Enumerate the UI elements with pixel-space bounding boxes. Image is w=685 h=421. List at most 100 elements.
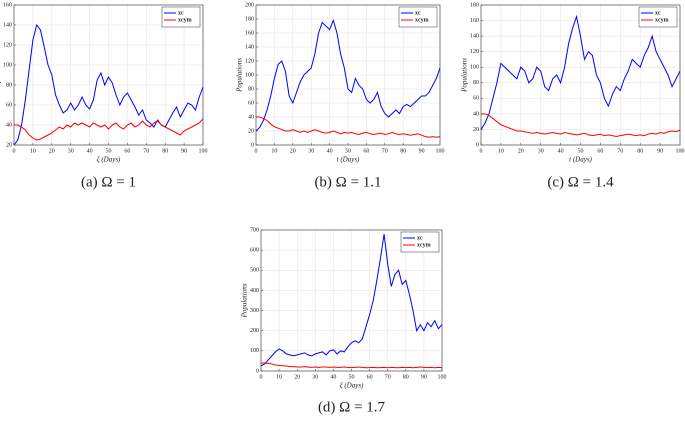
x-tick-label: 70 <box>385 374 391 380</box>
y-tick-label: 140 <box>3 22 12 28</box>
x-tick-label: 20 <box>518 148 524 154</box>
x-tick-label: 50 <box>349 374 355 380</box>
y-tick-label: 180 <box>470 2 479 8</box>
x-tick-label: 100 <box>438 374 447 380</box>
x-tick-label: 100 <box>199 148 208 154</box>
chart: 0 100 200 300 400 500 600 700 0 10 20 30 40 50 60 70 80 9… <box>241 227 447 415</box>
y-tick-label: 60 <box>6 102 12 108</box>
legend-label: xc <box>655 10 661 16</box>
y-tick-label: 160 <box>245 30 254 36</box>
x-axis-label: ξ (Days) <box>340 382 364 390</box>
y-tick-label: 100 <box>250 348 259 354</box>
y-tick-label: 40 <box>248 114 254 120</box>
y-tick-label: 60 <box>248 100 254 106</box>
data-line <box>481 113 681 137</box>
y-tick-label: 600 <box>250 248 259 254</box>
y-tick-label: 20 <box>248 128 254 134</box>
plot-frame <box>255 4 441 146</box>
data-line <box>13 23 204 146</box>
x-tick-label: 0 <box>260 374 263 380</box>
x-tick-label: 60 <box>124 148 130 154</box>
x-tick-label: 70 <box>382 148 388 154</box>
plot-frame <box>480 4 681 146</box>
plot-frame <box>260 229 443 372</box>
x-tick-label: 90 <box>181 148 187 154</box>
y-tick-label: 180 <box>245 16 254 22</box>
y-axis-label: Populations <box>461 58 469 93</box>
y-tick-label: 80 <box>6 82 12 88</box>
legend-box <box>161 6 201 28</box>
x-tick-label: 70 <box>617 148 623 154</box>
y-tick-label: 140 <box>245 44 254 50</box>
x-tick-label: 10 <box>498 148 504 154</box>
x-tick-label: 50 <box>106 148 112 154</box>
plot-frame <box>13 4 204 146</box>
x-tick-label: 30 <box>312 374 318 380</box>
data-line <box>256 116 441 138</box>
legend-label: xc <box>415 10 421 16</box>
x-axis-label: t (Days) <box>569 156 592 164</box>
y-tick-label: 700 <box>250 227 259 233</box>
y-tick-label: 500 <box>250 268 259 274</box>
y-tick-label: 0 <box>256 368 259 374</box>
x-tick-label: 100 <box>436 148 445 154</box>
caption: (b) Ω = 1.1 <box>314 174 381 190</box>
legend-label: xcym <box>178 17 192 23</box>
y-tick-label: 100 <box>470 65 479 71</box>
data-line <box>261 362 443 369</box>
chart: 0 20 40 60 80 100 120 140 160 180 0 10 20 30 40 50 60 70 8… <box>461 2 685 190</box>
x-tick-label: 40 <box>327 148 333 154</box>
y-tick-label: 0 <box>251 142 254 148</box>
legend-label: xc <box>178 10 184 16</box>
x-axis-label: t (Days) <box>337 156 360 164</box>
chart: 20 40 60 80 100 120 140 160 0 10 20 30 40 50 60 70 80 90 1… <box>0 2 208 190</box>
data-line <box>480 14 681 130</box>
x-tick-label: 80 <box>400 148 406 154</box>
caption: (d) Ω = 1.7 <box>318 399 386 415</box>
x-tick-label: 60 <box>367 374 373 380</box>
x-tick-label: 20 <box>49 148 55 154</box>
legend-box <box>398 6 438 28</box>
x-tick-label: 60 <box>363 148 369 154</box>
data-line <box>255 18 441 132</box>
y-tick-label: 60 <box>473 96 479 102</box>
x-tick-label: 80 <box>403 374 409 380</box>
data-line <box>14 118 204 141</box>
x-tick-label: 0 <box>480 148 483 154</box>
x-tick-label: 0 <box>13 148 16 154</box>
legend-label: xcym <box>415 17 429 23</box>
y-tick-label: 20 <box>6 142 12 148</box>
x-tick-label: 90 <box>657 148 663 154</box>
legend-box <box>638 6 678 28</box>
y-tick-label: 200 <box>250 328 259 334</box>
y-tick-label: 120 <box>3 42 12 48</box>
y-tick-label: 120 <box>470 49 479 55</box>
y-axis-label: Populations <box>241 283 249 318</box>
x-tick-label: 80 <box>162 148 168 154</box>
x-tick-label: 70 <box>143 148 149 154</box>
y-tick-label: 80 <box>248 86 254 92</box>
x-tick-label: 10 <box>276 374 282 380</box>
y-tick-label: 40 <box>473 111 479 117</box>
caption: (c) Ω = 1.4 <box>547 174 614 190</box>
x-tick-label: 30 <box>308 148 314 154</box>
x-tick-label: 10 <box>30 148 36 154</box>
data-line <box>260 233 443 367</box>
legend-label: xcym <box>417 242 431 248</box>
y-tick-label: 160 <box>470 18 479 24</box>
x-tick-label: 10 <box>271 148 277 154</box>
legend-label: xcym <box>655 17 669 23</box>
x-tick-label: 50 <box>345 148 351 154</box>
y-tick-label: 80 <box>473 80 479 86</box>
y-axis-label: Populations <box>236 58 244 93</box>
y-tick-label: 100 <box>245 72 254 78</box>
x-tick-label: 90 <box>419 148 425 154</box>
x-tick-label: 90 <box>421 374 427 380</box>
x-tick-label: 50 <box>578 148 584 154</box>
caption: (a) Ω = 1 <box>81 174 136 190</box>
y-axis-label: Population <box>0 59 2 92</box>
y-tick-label: 200 <box>245 2 254 8</box>
x-tick-label: 30 <box>538 148 544 154</box>
x-tick-label: 40 <box>330 374 336 380</box>
